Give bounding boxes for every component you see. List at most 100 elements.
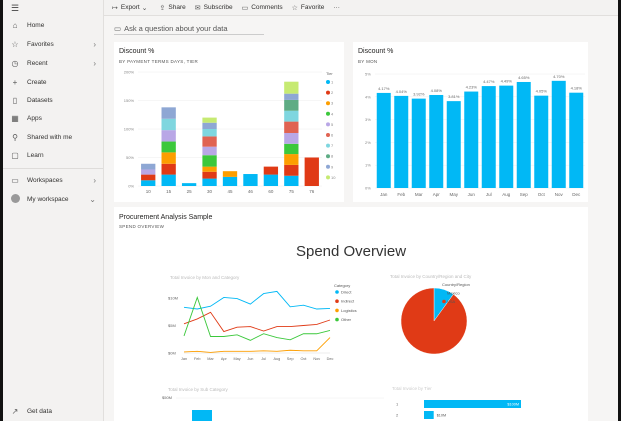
legend-marker [326, 111, 330, 116]
x-tick-label: Jun [468, 192, 476, 197]
sidebar: ☰ ⌂ Home ☆ Favorites › ◷ Recent › + Create ▯ Datase… [3, 0, 104, 421]
legend-label: Mexico [447, 291, 460, 296]
legend-marker [335, 317, 339, 322]
get-data-label: Get data [27, 407, 52, 415]
y-tick-label: 1 [396, 402, 399, 407]
sidebar-item-create[interactable]: + Create [3, 74, 103, 90]
tile-procurement-report[interactable]: Procurement Analysis Sample SPEND OVERVI… [114, 207, 588, 421]
y-tick-label: $50M [162, 395, 172, 400]
legend-label: 5 [331, 122, 334, 127]
chevron-right-icon: › [93, 175, 96, 185]
bar-segment [284, 164, 299, 176]
x-tick-label: Oct [300, 357, 307, 361]
sidebar-item-datasets[interactable]: ▯ Datasets [3, 92, 103, 108]
window-edge [618, 0, 621, 421]
toolbar-label: Share [168, 4, 186, 11]
sidebar-item-label: Create [27, 78, 47, 86]
clock-icon: ◷ [11, 58, 19, 68]
sidebar-item-label: Learn [27, 151, 44, 159]
data-label: 4.17% [378, 86, 390, 91]
bar-segment [161, 152, 176, 164]
bar-segment [161, 163, 176, 175]
x-tick-label: 45 [227, 189, 233, 194]
tile-subtitle: BY MON [358, 59, 378, 64]
x-tick-label: Apr [221, 357, 228, 361]
legend-label: 2 [331, 90, 334, 95]
sidebar-item-home[interactable]: ⌂ Home [3, 17, 103, 33]
bar [424, 400, 521, 408]
bar-segment [202, 122, 217, 129]
legend-label: 7 [331, 143, 334, 148]
sidebar-item-learn[interactable]: ▢ Learn [3, 147, 103, 163]
x-tick-label: Jun [247, 357, 253, 361]
y-tick-label: $0M [168, 351, 176, 356]
x-tick-label: 30 [207, 189, 213, 194]
bar-segment [161, 174, 176, 186]
favorite-button[interactable]: ☆ Favorite [292, 4, 325, 12]
bar [499, 85, 514, 188]
x-tick-label: Aug [274, 357, 281, 361]
sidebar-item-apps[interactable]: ▦ Apps [3, 110, 103, 126]
hamburger-menu-icon[interactable]: ☰ [11, 3, 20, 13]
toolbar-label: Export [120, 4, 140, 11]
x-tick-label: 15 [166, 189, 172, 194]
qa-input[interactable]: ▭ Ask a question about your data [114, 22, 264, 35]
share-button[interactable]: ⇪ Share [160, 4, 186, 12]
qa-placeholder: Ask a question about your data [124, 23, 228, 33]
y-tick-label: 50% [126, 155, 134, 160]
export-button[interactable]: ↦ Export ⌄ [112, 4, 151, 12]
bar-segment [202, 171, 217, 179]
sidebar-item-label: Workspaces [27, 176, 63, 184]
x-tick-label: Mar [207, 357, 214, 361]
bar-segment [141, 180, 156, 186]
report-title: Spend Overview [295, 243, 407, 260]
sidebar-item-my-workspace[interactable]: My workspace ⌄ [3, 191, 103, 207]
legend-label: 9 [331, 164, 334, 169]
data-label: 4.49% [501, 79, 513, 84]
arrow-up-right-icon: ↗ [11, 406, 19, 416]
legend-marker [326, 154, 330, 159]
bar-segment [141, 163, 156, 170]
get-data-button[interactable]: ↗ Get data [3, 403, 103, 419]
chevron-right-icon: › [93, 58, 96, 68]
plus-icon: + [12, 77, 18, 87]
tile-discount-by-terms[interactable]: Discount % BY PAYMENT TERMS DAYS, TIER 0… [114, 42, 344, 202]
sidebar-item-recent[interactable]: ◷ Recent › [3, 55, 103, 71]
bar [464, 91, 479, 188]
data-label: 4.47% [483, 79, 495, 84]
x-tick-label: Jul [261, 357, 266, 361]
legend-marker [326, 164, 330, 169]
y-tick-label: 0% [365, 186, 371, 191]
y-tick-label: 4% [365, 94, 371, 99]
stacked-bar-chart: 0%50%100%150%200%10 15 25 30 45 46 60 75 76Tier1… [124, 70, 336, 195]
bar [424, 411, 434, 419]
x-tick-label: May [449, 192, 458, 197]
comments-button[interactable]: ▭ Comments [242, 4, 283, 12]
bar-segment [202, 166, 217, 172]
more-options-button[interactable]: ··· [333, 4, 340, 11]
sidebar-item-favorites[interactable]: ☆ Favorites › [3, 36, 103, 52]
legend-label: 1 [331, 80, 334, 85]
sidebar-item-workspaces[interactable]: ▭ Workspaces › [3, 172, 103, 188]
sidebar-item-label: Home [27, 21, 45, 29]
tile-discount-by-month[interactable]: Discount % BY MON 0% 1% 2% 3% 4% 5% 4.17% Jan 4.… [353, 42, 588, 202]
bar-chart: 0% 1% 2% 3% 4% 5% 4.17% Jan 4.04% Feb 3.92% Mar 4.08… [365, 72, 585, 197]
legend-label: 4 [331, 111, 334, 116]
sidebar-item-shared-with-me[interactable]: ⚲ Shared with me [3, 129, 103, 145]
legend-label: 8 [331, 154, 334, 159]
bar-segment [304, 157, 319, 186]
y-tick-label: 0% [128, 184, 134, 189]
bar-segment [202, 117, 217, 123]
y-tick-label: 5% [365, 72, 371, 77]
bar [569, 92, 584, 188]
subscribe-button[interactable]: ✉ Subscribe [195, 4, 233, 12]
bar-segment [284, 99, 299, 111]
bar [481, 86, 496, 188]
y-tick-label: 1% [365, 163, 371, 168]
tile-title: Procurement Analysis Sample [119, 214, 213, 221]
bar [551, 80, 566, 188]
star-icon: ☆ [11, 39, 19, 49]
legend-marker [326, 122, 330, 127]
y-tick-label: $10M [168, 296, 178, 301]
bar-segment [202, 136, 217, 147]
